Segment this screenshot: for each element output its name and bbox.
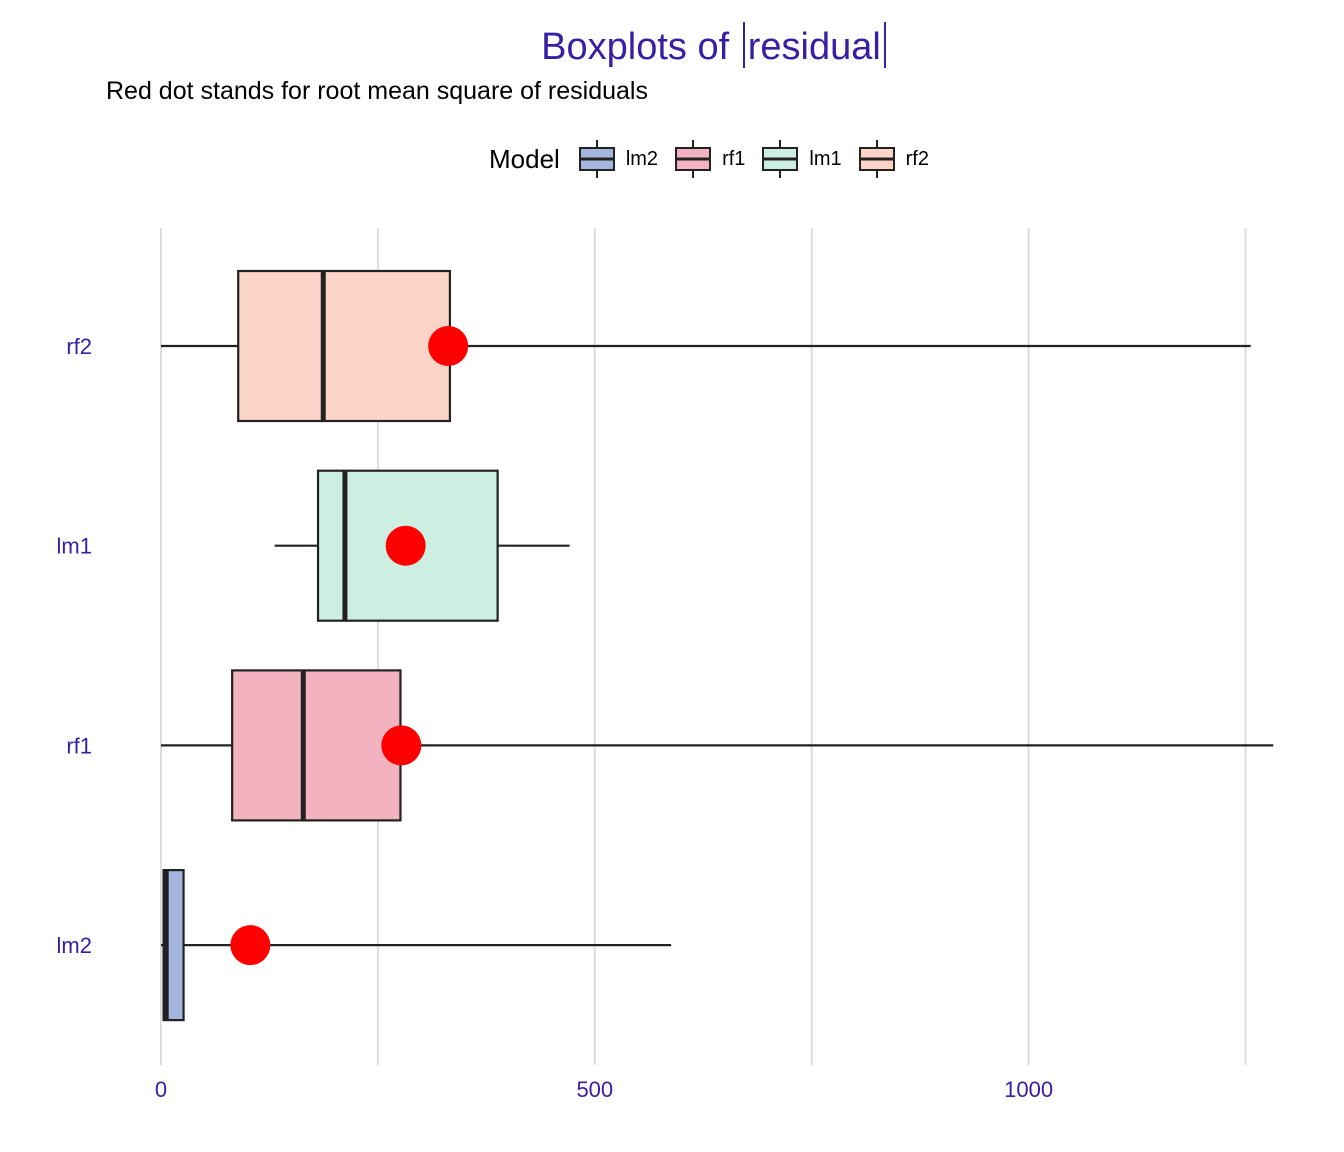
legend-key (578, 140, 615, 178)
legend-title: Model (489, 143, 560, 174)
y-tick-label: rf2 (66, 334, 92, 359)
legend-label: rf1 (722, 147, 746, 170)
legend-item: lm1 (761, 140, 842, 178)
chart-subtitle: Red dot stands for root mean square of r… (106, 77, 648, 105)
y-tick-label: lm1 (57, 534, 92, 559)
abs-bar-right (883, 22, 886, 68)
legend-label: rf2 (905, 147, 929, 170)
legend: Model lm2 rf1 lm1 rf2 (0, 140, 1344, 178)
y-tick-label: lm2 (57, 933, 92, 958)
legend-label: lm2 (625, 147, 659, 170)
abs-bar-left (742, 22, 745, 68)
chart-title-main: Boxplots of (541, 26, 730, 68)
box-rf1 (231, 669, 402, 822)
legend-label: lm1 (809, 147, 842, 170)
chart-title: Boxplots of residual (0, 22, 1344, 69)
rms-point (381, 725, 422, 766)
legend-item: rf1 (674, 140, 745, 178)
x-tick-label: 1000 (1004, 1077, 1053, 1102)
y-tick-label: rf1 (66, 733, 92, 758)
rms-point (230, 925, 271, 966)
legend-key (858, 140, 895, 178)
rms-point (428, 326, 469, 366)
chart-title-term: residual (747, 26, 881, 68)
legend-item: lm2 (578, 140, 658, 178)
legend-item: rf2 (858, 140, 929, 178)
legend-key (762, 140, 799, 178)
x-tick-label: 0 (155, 1077, 167, 1102)
legend-key (675, 140, 712, 178)
box-rf2 (237, 269, 452, 423)
x-tick-label: 500 (576, 1077, 613, 1102)
rms-point (385, 525, 426, 566)
